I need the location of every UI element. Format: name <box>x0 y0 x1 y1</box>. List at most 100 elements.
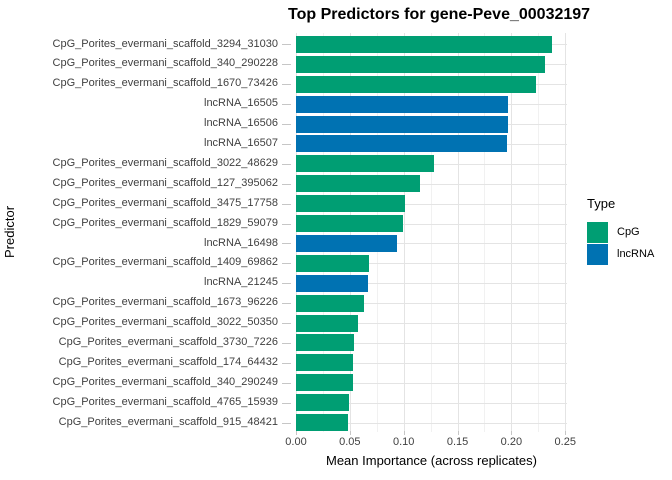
legend-entry: lncRNA <box>587 243 654 265</box>
gridline-category <box>296 342 567 344</box>
y-axis-tick <box>282 303 291 305</box>
gridline-major <box>565 33 567 432</box>
x-tick-label: 0.00 <box>285 436 307 448</box>
y-tick-label: CpG_Porites_evermani_scaffold_174_64432 <box>58 355 278 368</box>
bar-lncrna <box>296 95 508 113</box>
gridline-major <box>349 33 351 432</box>
y-tick-label: CpG_Porites_evermani_scaffold_340_290249 <box>52 375 278 388</box>
y-tick-label: CpG_Porites_evermani_scaffold_127_395062 <box>52 176 278 189</box>
gridline-minor <box>376 33 378 432</box>
bar-cpg <box>296 334 354 352</box>
y-axis-tick <box>282 402 291 404</box>
y-axis-tick <box>282 223 291 225</box>
gridline-category <box>296 203 567 205</box>
x-tick-label: 0.05 <box>339 436 361 448</box>
y-tick-label: CpG_Porites_evermani_scaffold_1409_69862 <box>52 256 278 269</box>
bar-cpg <box>296 354 353 372</box>
chart-title: Top Predictors for gene-Peve_00032197 <box>288 6 591 23</box>
gridline-major <box>511 33 513 432</box>
y-tick-label: CpG_Porites_evermani_scaffold_3475_17758 <box>52 196 278 209</box>
bar-cpg <box>296 314 358 332</box>
y-axis-tick <box>282 382 291 384</box>
legend-title: Type <box>587 196 616 211</box>
y-axis-tick <box>282 203 291 205</box>
legend-swatch-lncrna <box>587 243 608 265</box>
bar-cpg <box>296 55 545 73</box>
bar-lncrna <box>296 274 368 292</box>
y-axis-tick <box>282 342 291 344</box>
y-tick-label: CpG_Porites_evermani_scaffold_3022_48629 <box>52 156 278 169</box>
bar-cpg <box>296 394 349 412</box>
gridline-category <box>296 323 567 325</box>
y-axis-tick <box>282 323 291 325</box>
legend-entries: CpG lncRNA <box>587 221 654 265</box>
y-axis-tick <box>282 124 291 126</box>
y-tick-label: CpG_Porites_evermani_scaffold_4765_15939 <box>52 395 278 408</box>
bar-lncrna <box>296 115 508 133</box>
legend-entry: CpG <box>587 221 654 243</box>
bar-cpg <box>296 75 536 93</box>
x-tick-label: 0.15 <box>446 436 469 448</box>
gridline-major <box>296 33 297 432</box>
y-axis-tick <box>282 163 291 165</box>
x-axis-tick <box>457 431 459 435</box>
legend-label: CpG <box>617 226 640 238</box>
bar-lncrna <box>296 135 507 153</box>
gridline-minor <box>430 33 432 432</box>
gridline-category <box>296 422 567 424</box>
bar-cpg <box>296 374 353 392</box>
gridline-major <box>403 33 405 432</box>
bar-lncrna <box>296 234 397 252</box>
y-axis-tick <box>282 84 291 86</box>
y-tick-label: lncRNA_16505 <box>204 97 278 110</box>
y-axis-tick <box>282 263 291 265</box>
y-axis-tick <box>282 243 291 245</box>
gridline-major <box>457 33 459 432</box>
y-tick-label: CpG_Porites_evermani_scaffold_915_48421 <box>58 415 278 428</box>
bar-cpg <box>296 35 552 53</box>
x-tick-label: 0.20 <box>500 436 523 448</box>
gridline-category <box>296 402 567 404</box>
gridline-category <box>296 382 567 384</box>
x-axis-title: Mean Importance (across replicates) <box>326 453 537 468</box>
gridline-category <box>296 223 567 225</box>
y-axis-tick <box>282 422 291 424</box>
x-tick-label: 0.10 <box>392 436 415 448</box>
bar-cpg <box>296 215 403 232</box>
gridline-minor <box>484 33 486 432</box>
bar-cpg <box>296 254 369 272</box>
x-axis-tick <box>296 431 297 435</box>
legend-swatch-cpg <box>587 221 608 243</box>
y-axis-tick <box>282 104 291 106</box>
y-tick-label: CpG_Porites_evermani_scaffold_340_290228 <box>52 57 278 70</box>
gridline-category <box>296 362 567 364</box>
gridline-category <box>296 303 567 305</box>
gridline-category <box>296 183 567 185</box>
bar-cpg <box>296 414 348 431</box>
gridline-category <box>296 263 567 265</box>
x-axis-tick <box>403 431 405 435</box>
y-tick-label: lncRNA_21245 <box>204 276 278 289</box>
y-tick-label: CpG_Porites_evermani_scaffold_1829_59079 <box>52 216 278 229</box>
y-tick-label: CpG_Porites_evermani_scaffold_3022_50350 <box>52 316 278 329</box>
y-axis-tick <box>282 143 291 145</box>
y-tick-label: lncRNA_16507 <box>204 137 278 149</box>
y-axis-tick <box>282 44 291 46</box>
y-axis-tick <box>282 283 291 285</box>
x-axis-tick <box>511 431 513 435</box>
bar-cpg <box>296 155 434 173</box>
y-axis-tick <box>282 64 291 66</box>
gridline-minor <box>538 33 540 432</box>
y-tick-label: lncRNA_16506 <box>204 117 278 130</box>
y-tick-label: CpG_Porites_evermani_scaffold_1670_73426 <box>52 77 278 90</box>
y-tick-label: CpG_Porites_evermani_scaffold_3730_7226 <box>58 336 278 348</box>
y-axis-tick <box>282 362 291 364</box>
y-axis-tick <box>282 183 291 185</box>
bar-cpg <box>296 175 420 193</box>
y-tick-label: CpG_Porites_evermani_scaffold_1673_96226 <box>52 296 278 309</box>
x-axis-tick <box>349 431 351 435</box>
x-axis-tick <box>565 431 567 435</box>
legend: Type CpG lncRNA <box>587 196 654 265</box>
bar-cpg <box>296 195 405 213</box>
